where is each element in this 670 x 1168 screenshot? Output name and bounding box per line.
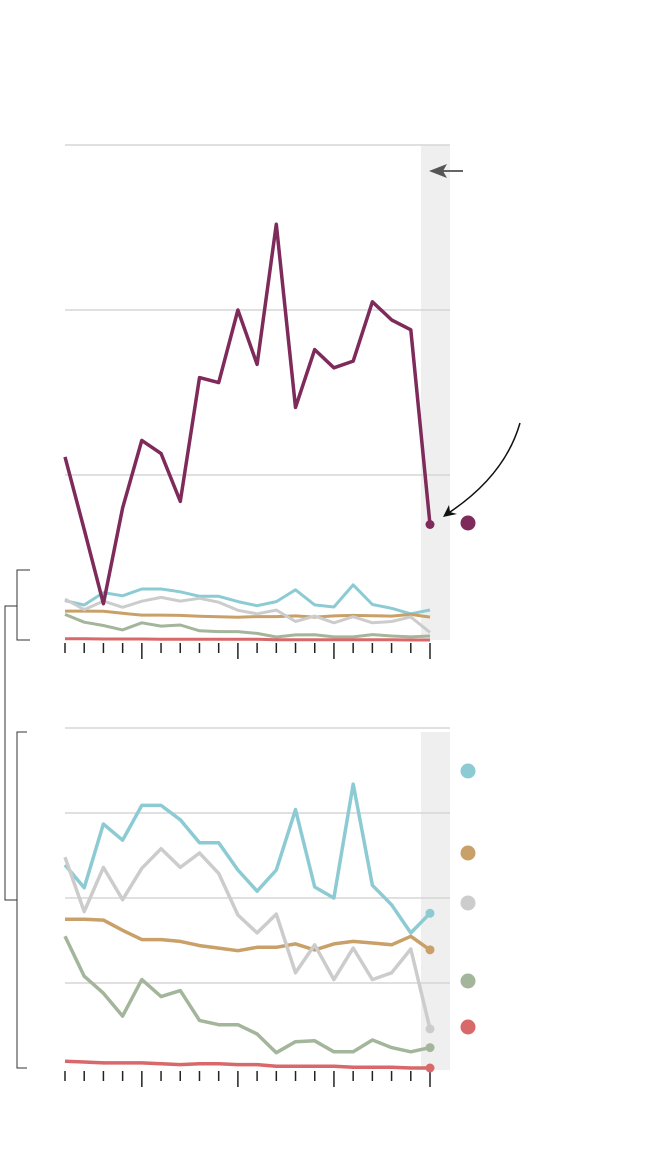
curve-arrow [449, 422, 521, 513]
annotation-curve [443, 422, 521, 517]
end-point [425, 1024, 435, 1034]
highlight-band [421, 145, 450, 640]
end-point [425, 1063, 435, 1073]
series-line [63, 846, 432, 1030]
arrow-head [429, 164, 447, 178]
series-line [64, 613, 431, 639]
highlight-band [421, 732, 450, 1070]
legend-marker [460, 973, 476, 989]
series-line [65, 609, 431, 619]
legend-marker [460, 515, 476, 531]
series-line [63, 222, 432, 606]
brackets [4, 569, 30, 1069]
bracket [16, 731, 27, 1069]
legend-marker [460, 895, 476, 911]
end-point [425, 945, 435, 955]
end-point [425, 520, 435, 529]
series-line [63, 782, 432, 935]
series-line [64, 1059, 430, 1070]
legend-marker [460, 1019, 476, 1035]
legend-marker [460, 763, 476, 779]
series-line [65, 917, 432, 953]
series-line [64, 583, 431, 616]
end-point [425, 908, 435, 918]
end-point [425, 1043, 435, 1053]
series-line [64, 637, 430, 642]
series-line [64, 595, 431, 634]
arrow-head [443, 505, 457, 517]
annotation-arrow [429, 164, 463, 178]
legend-marker [460, 845, 476, 861]
bracket [4, 605, 17, 901]
series-line [63, 935, 431, 1055]
bracket [16, 569, 30, 641]
